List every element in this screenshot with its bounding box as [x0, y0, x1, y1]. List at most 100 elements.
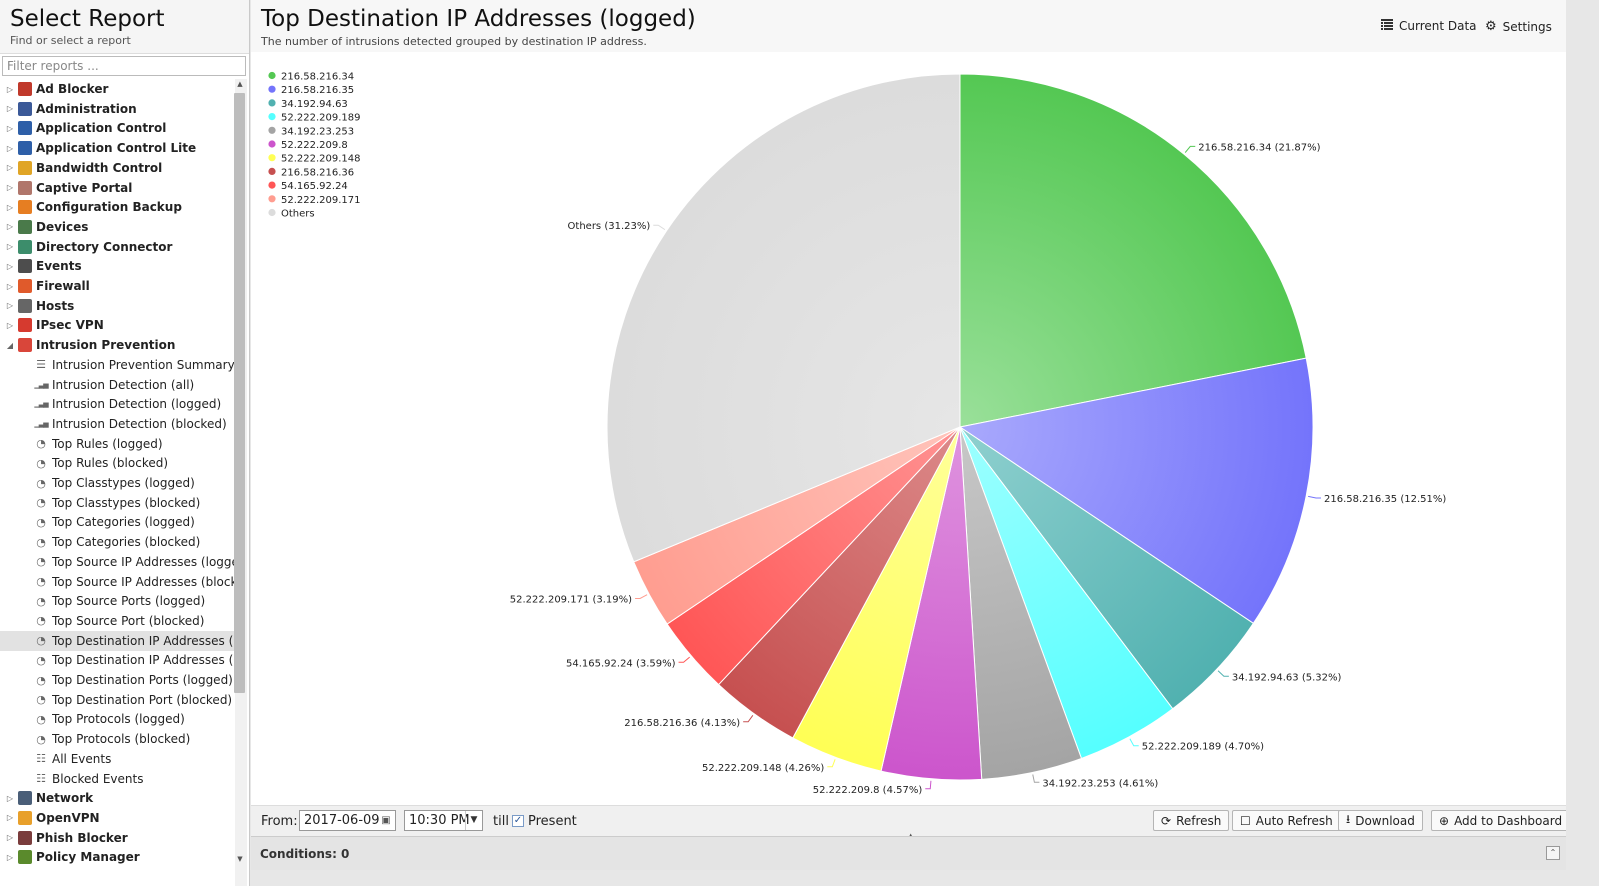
legend-label[interactable]: 216.58.216.34 — [281, 72, 354, 83]
report-item[interactable]: ◔ Top Source IP Addresses (blocked) — [0, 572, 235, 592]
legend-label[interactable]: Others — [281, 209, 315, 220]
collapsed-arrow-icon[interactable]: ▷ — [6, 301, 14, 311]
report-item[interactable]: ☰ Intrusion Prevention Summary — [0, 355, 235, 375]
calendar-icon[interactable]: ▣ — [381, 815, 391, 826]
legend-label[interactable]: 34.192.94.63 — [281, 99, 348, 110]
collapsed-arrow-icon[interactable]: ▷ — [6, 813, 14, 823]
collapsed-arrow-icon[interactable]: ▷ — [6, 104, 14, 114]
sidebar-category-firewall[interactable]: ▷ Firewall — [0, 276, 235, 296]
collapsed-arrow-icon[interactable]: ▷ — [6, 222, 14, 232]
report-item[interactable]: ◔ Top Destination Port (blocked) — [0, 690, 235, 710]
sidebar-category-ad-blocker[interactable]: ▷ Ad Blocker — [0, 79, 235, 99]
legend-marker[interactable] — [268, 140, 276, 148]
report-item[interactable]: ◔ Top Source Port (blocked) — [0, 611, 235, 631]
sidebar-category-intrusion-prevention[interactable]: ◢ Intrusion Prevention — [0, 335, 235, 355]
from-date-field[interactable]: 2017-06-09 — [299, 810, 396, 831]
collapsed-arrow-icon[interactable]: ▷ — [6, 281, 14, 291]
sidebar-category-ipsec-vpn[interactable]: ▷ IPsec VPN — [0, 315, 235, 335]
report-item[interactable]: ▁▃▅ Intrusion Detection (blocked) — [0, 414, 235, 434]
report-item[interactable]: ☷ Blocked Events — [0, 769, 235, 789]
sidebar-category-devices[interactable]: ▷ Devices — [0, 217, 235, 237]
collapse-toggle-icon[interactable]: ⌃ — [1546, 846, 1560, 860]
pie-slice[interactable] — [606, 73, 961, 563]
report-item[interactable]: ▁▃▅ Intrusion Detection (logged) — [0, 394, 235, 414]
legend-label[interactable]: 52.222.209.148 — [281, 154, 361, 165]
legend-marker[interactable] — [268, 167, 276, 175]
present-checkbox[interactable]: ✓ — [512, 815, 524, 827]
legend-label[interactable]: 52.222.209.171 — [281, 195, 361, 206]
pie-slice[interactable] — [959, 73, 1307, 428]
collapsed-arrow-icon[interactable]: ▷ — [6, 84, 14, 94]
sidebar-category-application-control[interactable]: ▷ Application Control — [0, 118, 235, 138]
legend-marker[interactable] — [268, 181, 276, 189]
sidebar-category-events[interactable]: ▷ Events — [0, 256, 235, 276]
report-item[interactable]: ☷ All Events — [0, 749, 235, 769]
settings-button[interactable]: ⚙ Settings — [1485, 19, 1552, 34]
report-item[interactable]: ◔ Top Rules (blocked) — [0, 453, 235, 473]
download-button[interactable]: ⭳ Download — [1338, 810, 1423, 831]
report-item[interactable]: ◔ Top Protocols (logged) — [0, 709, 235, 729]
legend-marker[interactable] — [268, 71, 276, 80]
report-item[interactable]: ◔ Top Source IP Addresses (logged) — [0, 552, 235, 572]
pie-slice[interactable] — [958, 357, 1314, 625]
sidebar-category-administration[interactable]: ▷ Administration — [0, 99, 235, 119]
report-item[interactable]: ◔ Top Categories (blocked) — [0, 532, 235, 552]
collapsed-arrow-icon[interactable]: ▷ — [6, 183, 14, 192]
legend-label[interactable]: 52.222.209.8 — [281, 140, 348, 151]
chevron-down-icon[interactable]: ▼ — [465, 811, 482, 830]
legend-marker[interactable] — [268, 85, 276, 93]
current-data-button[interactable]: Current Data — [1381, 19, 1477, 33]
report-item[interactable]: ◔ Top Destination IP Addresses (blo... — [0, 650, 235, 670]
conditions-bar[interactable]: Conditions: 0 ⌃ — [251, 836, 1566, 870]
collapsed-arrow-icon[interactable]: ▷ — [6, 793, 14, 803]
report-item[interactable]: ◔ Top Destination Ports (logged) — [0, 670, 235, 690]
collapsed-arrow-icon[interactable]: ▷ — [6, 143, 14, 153]
sidebar-category-captive-portal[interactable]: ▷ Captive Portal — [0, 178, 235, 198]
collapsed-arrow-icon[interactable]: ▷ — [6, 123, 14, 133]
legend-marker[interactable] — [268, 113, 276, 121]
legend-label[interactable]: 52.222.209.189 — [281, 113, 361, 124]
sidebar-category-bandwidth-control[interactable]: ▷ Bandwidth Control — [0, 158, 235, 178]
expanded-arrow-icon[interactable]: ◢ — [6, 340, 14, 350]
report-item[interactable]: ◔ Top Rules (logged) — [0, 434, 235, 454]
sidebar-category-hosts[interactable]: ▷ Hosts — [0, 296, 235, 316]
legend-marker[interactable] — [268, 99, 276, 107]
report-item[interactable]: ◔ Top Classtypes (blocked) — [0, 493, 235, 513]
report-item[interactable]: ◔ Top Protocols (blocked) — [0, 729, 235, 749]
collapsed-arrow-icon[interactable]: ▷ — [6, 261, 14, 271]
scroll-down-arrow-icon[interactable]: ▼ — [237, 855, 243, 863]
add-to-dashboard-button[interactable]: ⊕ Add to Dashboard — [1431, 810, 1571, 831]
collapsed-arrow-icon[interactable]: ▷ — [6, 833, 14, 843]
from-time-field[interactable]: 10:30 PM — [404, 810, 483, 831]
report-item[interactable]: ◔ Top Classtypes (logged) — [0, 473, 235, 493]
legend-marker[interactable] — [268, 154, 276, 162]
sidebar-category-configuration-backup[interactable]: ▷ Configuration Backup — [0, 197, 235, 217]
legend-marker[interactable] — [268, 126, 276, 134]
legend-marker[interactable] — [268, 195, 276, 203]
report-item[interactable]: ◔ Top Destination IP Addresses (lo... — [0, 630, 235, 651]
filter-reports-input[interactable] — [2, 56, 246, 76]
sidebar-category-policy-manager[interactable]: ▷ Policy Manager — [0, 847, 235, 867]
report-item[interactable]: ◔ Top Source Ports (logged) — [0, 591, 235, 611]
sidebar-category-openvpn[interactable]: ▷ OpenVPN — [0, 808, 235, 828]
sidebar-category-phish-blocker[interactable]: ▷ Phish Blocker — [0, 828, 235, 848]
report-item[interactable]: ▁▃▅ Intrusion Detection (all) — [0, 375, 235, 395]
collapsed-arrow-icon[interactable]: ▷ — [6, 202, 14, 212]
collapsed-arrow-icon[interactable]: ▷ — [6, 242, 14, 252]
auto-refresh-button[interactable]: ☐ Auto Refresh — [1232, 810, 1341, 831]
report-item[interactable]: ◔ Top Categories (logged) — [0, 512, 235, 532]
refresh-button[interactable]: ⟳ Refresh — [1153, 810, 1230, 831]
legend-label[interactable]: 216.58.216.36 — [281, 167, 354, 178]
sidebar-category-application-control-lite[interactable]: ▷ Application Control Lite — [0, 138, 235, 158]
scroll-up-arrow-icon[interactable]: ▲ — [237, 80, 243, 88]
legend-label[interactable]: 54.165.92.24 — [281, 181, 348, 192]
legend-label[interactable]: 34.192.23.253 — [281, 126, 354, 137]
sidebar-category-directory-connector[interactable]: ▷ Directory Connector — [0, 237, 235, 257]
collapsed-arrow-icon[interactable]: ▷ — [6, 852, 14, 862]
sidebar-category-network[interactable]: ▷ Network — [0, 788, 235, 808]
collapsed-arrow-icon[interactable]: ▷ — [6, 163, 14, 173]
legend-marker[interactable] — [268, 208, 276, 217]
sidebar-scrollbar-thumb[interactable] — [234, 93, 245, 693]
legend-label[interactable]: 216.58.216.35 — [281, 85, 354, 96]
collapsed-arrow-icon[interactable]: ▷ — [6, 320, 14, 330]
